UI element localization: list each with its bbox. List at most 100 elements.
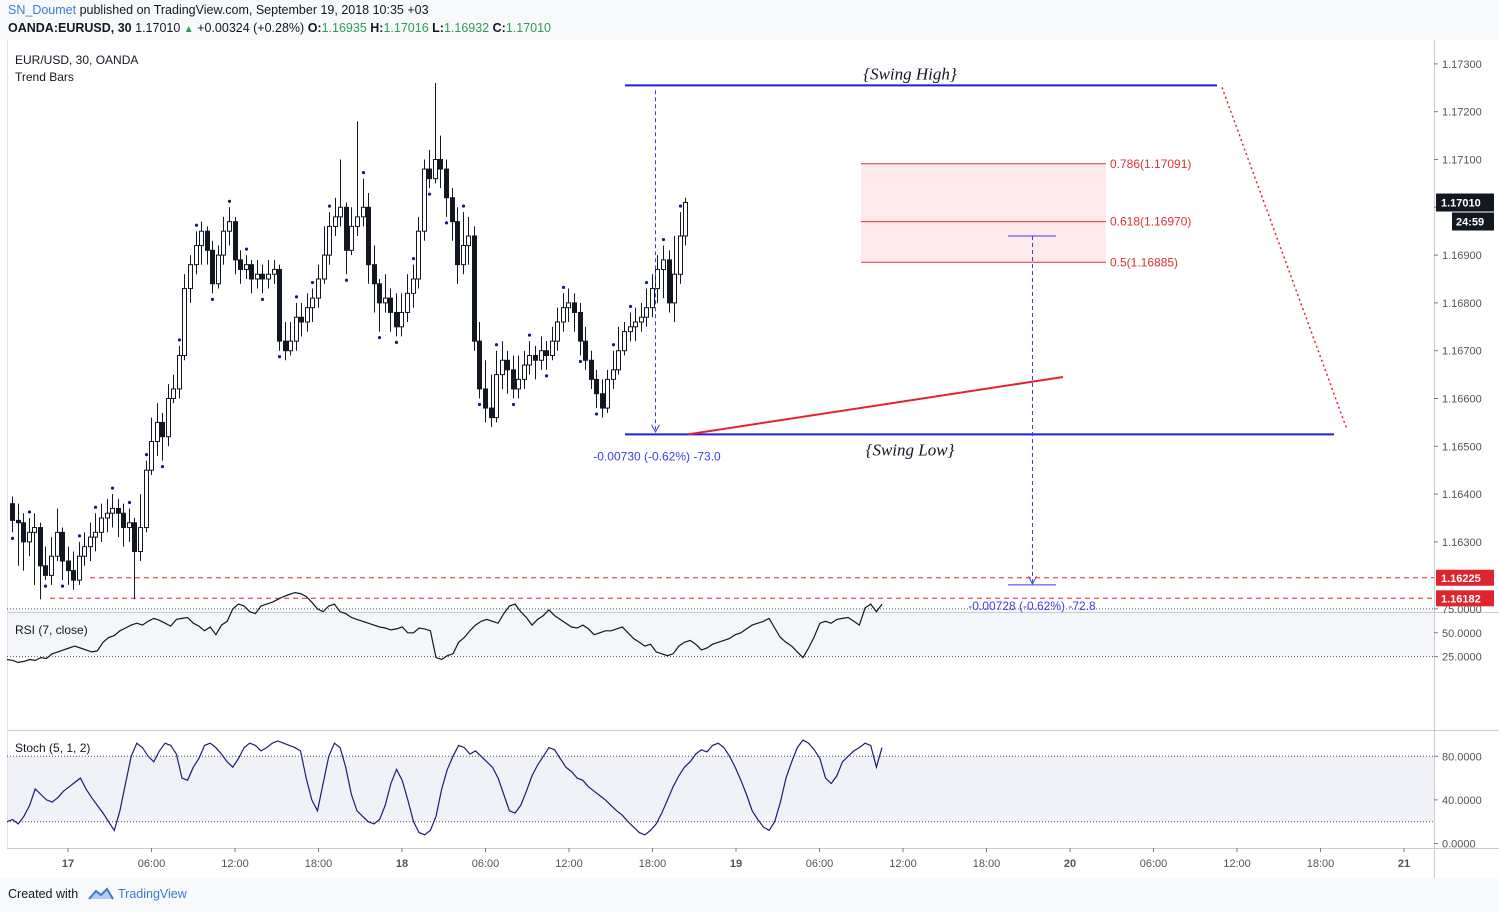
candle: [110, 486, 115, 528]
symbol-name: OANDA:EURUSD, 30: [8, 21, 132, 35]
trend-bar-dot: [444, 221, 449, 225]
candle: [277, 264, 282, 359]
price-tick-label: 1.16500: [1442, 441, 1482, 453]
trend-bar-dot: [611, 343, 616, 347]
candle: [327, 204, 332, 265]
candle: [539, 336, 544, 370]
candle: [177, 338, 182, 399]
candle: [333, 197, 338, 236]
candle: [266, 259, 271, 289]
candle: [522, 350, 527, 389]
candle: [21, 513, 26, 571]
candle-body-up: [188, 264, 193, 290]
candle: [411, 257, 416, 308]
candle: [500, 341, 505, 389]
candle-body-up: [155, 421, 160, 443]
candle-body-up: [93, 531, 98, 538]
candle: [655, 255, 660, 303]
candle-body-down: [233, 221, 238, 261]
time-tick-label: 21: [1398, 858, 1410, 870]
candle-body-down: [444, 168, 449, 199]
countdown-tag-label: 24:59: [1456, 217, 1484, 229]
candle: [182, 274, 187, 361]
trend-bar-dot: [294, 295, 299, 299]
high-value: 1.17016: [383, 21, 429, 35]
tradingview-link[interactable]: TradingView: [118, 887, 187, 901]
candle-body-down: [572, 302, 577, 313]
price-tick-label: 1.17300: [1442, 59, 1482, 71]
candle: [249, 259, 254, 294]
candle-body-down: [533, 354, 538, 361]
candle-body-down: [121, 512, 126, 529]
candle-body-up: [639, 316, 644, 323]
candle: [594, 369, 599, 416]
measure-label-1: -0.00730 (-0.62%) -73.0: [593, 449, 721, 463]
level-price-tag: [1436, 569, 1494, 586]
candle-body-up: [561, 307, 566, 323]
candle: [589, 350, 594, 389]
candle-body-down: [16, 519, 21, 524]
trend-bar-dot: [60, 584, 65, 588]
time-tick-label: 19: [730, 858, 742, 870]
candle-body-down: [277, 268, 282, 342]
main-chart-subtitle: Trend Bars: [15, 70, 74, 84]
candle: [60, 527, 65, 588]
time-tick-label: 06:00: [138, 858, 166, 870]
candle-body-up: [55, 531, 60, 557]
candle-body-down: [132, 522, 137, 552]
chart-canvas[interactable]: 0.786(1.17091) 0.618(1.16970) 0.5(1.16885)…: [0, 40, 1499, 878]
candle: [639, 302, 644, 332]
candle: [294, 295, 299, 351]
candle-body-down: [455, 221, 460, 266]
candle-body-up: [49, 555, 54, 576]
time-tick-label: 18:00: [305, 858, 333, 870]
time-tick-label: 18:00: [639, 858, 667, 870]
time-tick-label: 17: [62, 858, 74, 870]
candle-body-down: [205, 230, 210, 251]
candle-body-up: [555, 321, 560, 342]
candle-body-up: [611, 369, 616, 380]
candle: [533, 345, 538, 380]
candle: [305, 293, 310, 332]
trend-bar-dot: [327, 204, 332, 208]
rsi-tick-label: 50.0000: [1442, 628, 1482, 640]
candle: [527, 333, 532, 375]
candle: [505, 350, 510, 394]
trend-bar-dot: [494, 343, 499, 347]
candle-body-up: [99, 517, 104, 533]
candle: [144, 453, 149, 533]
candle: [132, 518, 137, 600]
candle: [99, 503, 104, 542]
trend-bar-dot: [511, 402, 516, 407]
candle-body-up: [77, 555, 82, 581]
author-link[interactable]: SN_Doumet: [8, 3, 77, 17]
candle-body-up: [661, 259, 666, 270]
candle-body-up: [655, 268, 660, 290]
candle: [188, 255, 193, 303]
candle: [233, 216, 238, 275]
candle-body-up: [550, 340, 555, 356]
tradingview-logo-icon: [88, 887, 114, 900]
candle-body-up: [166, 398, 171, 438]
candle: [583, 326, 588, 370]
trend-bar-dot: [27, 510, 32, 514]
candle: [38, 522, 43, 600]
trend-bar-dot: [277, 355, 282, 359]
candle: [32, 513, 37, 585]
candle: [166, 384, 171, 447]
rsi-title: RSI (7, close): [15, 623, 88, 637]
level-price-tag: [1436, 590, 1494, 607]
candle: [622, 322, 627, 356]
candle: [388, 288, 393, 332]
candle-body-down: [66, 560, 71, 572]
candle-body-down: [71, 570, 76, 581]
candle-body-up: [144, 469, 149, 529]
candle-body-up: [605, 378, 610, 409]
trend-bar-dot: [310, 280, 315, 285]
chart-background: [0, 40, 1499, 878]
candle: [216, 245, 221, 289]
price-change: +0.00324 (+0.28%): [197, 21, 305, 35]
candle: [483, 360, 488, 423]
trend-bar-dot: [427, 192, 432, 196]
candle-body-up: [266, 273, 271, 280]
